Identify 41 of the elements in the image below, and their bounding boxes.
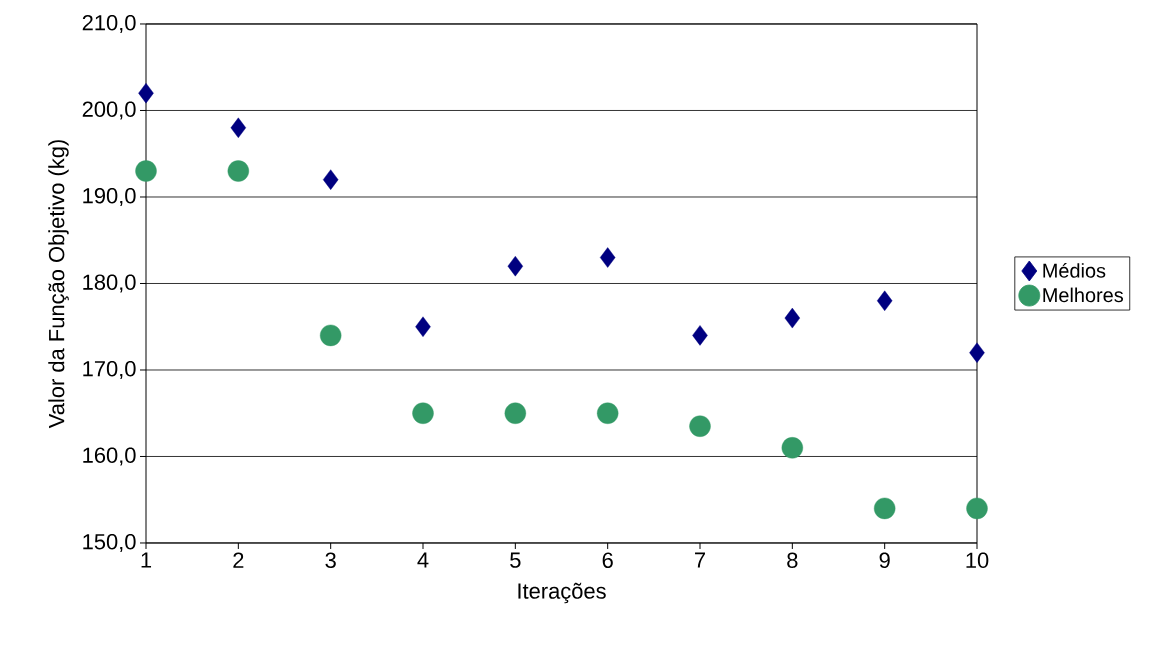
point bbox=[507, 255, 524, 277]
point bbox=[596, 402, 619, 424]
point bbox=[692, 325, 708, 346]
y-tick-label: 170,0 bbox=[83, 360, 136, 380]
y-axis-title: Valor da Função Objetivo (kg) bbox=[48, 140, 69, 429]
legend-label: Médios bbox=[1043, 262, 1106, 278]
point bbox=[969, 342, 985, 363]
x-tick-label: 8 bbox=[787, 552, 798, 569]
point bbox=[876, 290, 893, 311]
x-tick-label: 9 bbox=[879, 552, 890, 569]
point bbox=[230, 117, 247, 138]
point bbox=[319, 324, 342, 347]
point bbox=[227, 160, 250, 182]
x-tick-label: 1 bbox=[141, 552, 152, 568]
y-tick-label: 180,0 bbox=[83, 274, 136, 293]
y-tick-label: 190,0 bbox=[83, 187, 136, 207]
y-tick-label: 200,0 bbox=[82, 101, 136, 120]
point bbox=[781, 437, 804, 459]
point bbox=[873, 497, 896, 520]
y-tick-label: 160,0 bbox=[83, 447, 136, 466]
point bbox=[138, 82, 154, 104]
x-tick-label: 2 bbox=[233, 552, 244, 568]
x-tick-label: 6 bbox=[602, 552, 613, 569]
x-tick-label: 5 bbox=[510, 552, 521, 568]
x-tick-label: 7 bbox=[695, 552, 706, 568]
x-tick-label: 4 bbox=[417, 552, 429, 568]
point bbox=[504, 402, 527, 424]
x-axis-title: Iterações bbox=[518, 582, 606, 604]
point bbox=[322, 169, 339, 190]
point bbox=[415, 316, 431, 337]
point bbox=[412, 402, 434, 424]
legend-label: Melhores bbox=[1043, 287, 1123, 303]
point bbox=[689, 415, 711, 437]
x-tick-label: 10 bbox=[966, 552, 989, 569]
point bbox=[966, 497, 988, 520]
point bbox=[599, 247, 616, 268]
y-tick-label: 150,0 bbox=[83, 533, 136, 553]
point bbox=[135, 160, 157, 182]
y-tick-label: 210,0 bbox=[82, 14, 136, 34]
point bbox=[784, 307, 801, 329]
x-tick-label: 3 bbox=[325, 552, 336, 569]
